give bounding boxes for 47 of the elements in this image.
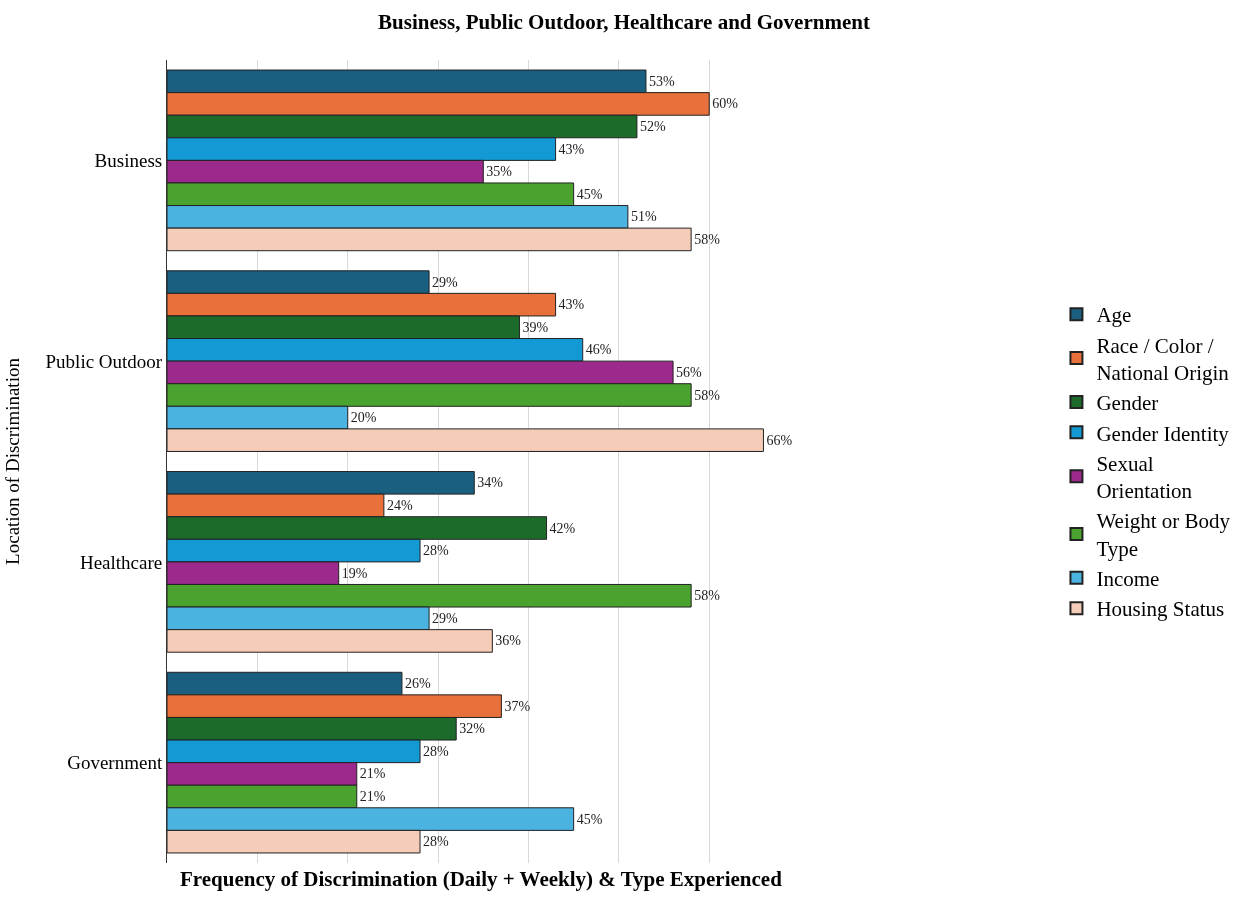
data-label: 20% <box>350 410 377 426</box>
data-label: 60% <box>712 96 739 112</box>
data-label: 19% <box>341 565 368 581</box>
x-axis-title: Frequency of Discrimination (Daily + Weekly) & Type Experienced <box>179 867 783 892</box>
y-tick-label: Public Outdoor <box>45 350 163 372</box>
data-label: 36% <box>495 633 522 649</box>
data-label: 26% <box>404 676 431 692</box>
data-label: 42% <box>549 520 576 536</box>
data-label: 35% <box>486 164 513 180</box>
data-label: 43% <box>558 141 585 157</box>
data-label: 58% <box>694 588 721 604</box>
legend-label: Race / Color / National Origin <box>1096 333 1230 385</box>
data-label: 43% <box>558 297 585 313</box>
y-tick-label: Business <box>94 150 163 172</box>
data-label: 53% <box>648 73 675 89</box>
y-tick-label: Healthcare <box>79 551 163 573</box>
data-label: 66% <box>766 432 793 448</box>
data-label: 52% <box>639 119 666 134</box>
data-label: 51% <box>630 209 657 225</box>
data-label: 37% <box>504 698 531 714</box>
data-label: 28% <box>423 743 450 759</box>
data-label: 45% <box>576 811 603 827</box>
data-label: 56% <box>676 364 703 380</box>
y-axis-title: Location of Discrimination <box>2 357 24 565</box>
data-label: 58% <box>694 231 721 247</box>
legend-label: Gender Identity <box>1096 421 1230 446</box>
legend-label: Weight or Body Type <box>1096 509 1231 561</box>
legend-label: Income <box>1096 567 1160 592</box>
data-label: 29% <box>432 274 459 290</box>
data-label: 45% <box>576 186 603 202</box>
legend-label: Age <box>1096 303 1132 328</box>
data-label: 28% <box>423 834 450 850</box>
data-label: 21% <box>359 766 386 782</box>
legend-label: Housing Status <box>1096 597 1225 622</box>
data-label: 34% <box>477 475 504 491</box>
data-label: 28% <box>423 543 450 559</box>
data-label: 46% <box>585 342 612 358</box>
data-label: 39% <box>522 319 549 335</box>
data-label: 58% <box>694 387 721 403</box>
data-label: 32% <box>459 721 486 737</box>
y-tick-label: Government <box>67 752 163 774</box>
data-label: 24% <box>386 497 413 513</box>
data-label: 29% <box>432 610 459 626</box>
legend-label: Sexual Orientation <box>1096 451 1193 504</box>
data-label: 21% <box>359 789 386 804</box>
chart-title: Business, Public Outdoor, Healthcare and Government <box>378 9 870 34</box>
legend-label: Gender <box>1096 391 1159 416</box>
